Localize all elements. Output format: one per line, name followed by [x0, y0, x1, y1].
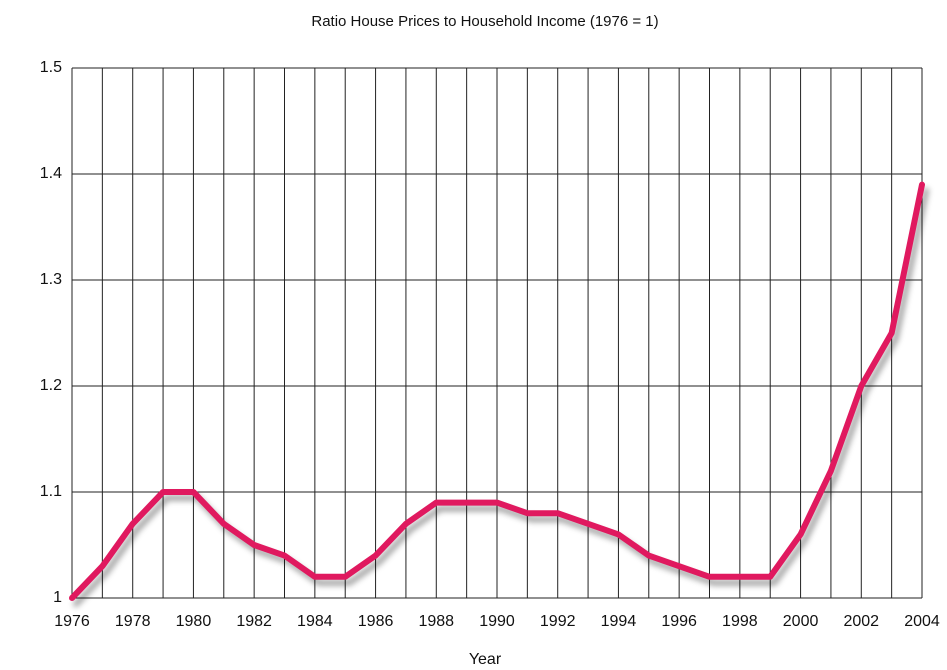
- x-tick-label: 1982: [236, 613, 272, 630]
- y-tick-label: 1.5: [40, 59, 62, 76]
- x-axis-label: Year: [469, 651, 502, 668]
- x-tick-label: 1986: [358, 613, 394, 630]
- chart-title: Ratio House Prices to Household Income (…: [311, 13, 658, 30]
- x-tick-label: 2002: [843, 613, 879, 630]
- x-tick-label: 2004: [904, 613, 940, 630]
- x-tick-label: 1992: [540, 613, 576, 630]
- data-line: [69, 181, 925, 601]
- y-tick-label: 1: [53, 589, 62, 606]
- x-tick-label: 1984: [297, 613, 333, 630]
- y-tick-label: 1.1: [40, 483, 62, 500]
- x-tick-label: 1976: [54, 613, 90, 630]
- x-tick-label: 1990: [479, 613, 515, 630]
- y-tick-label: 1.3: [40, 271, 62, 288]
- x-tick-label: 1980: [176, 613, 212, 630]
- x-tick-label: 2000: [783, 613, 819, 630]
- x-tick-label: 1978: [115, 613, 151, 630]
- y-tick-label: 1.2: [40, 377, 62, 394]
- x-tick-label: 1988: [418, 613, 454, 630]
- y-tick-label: 1.4: [40, 165, 62, 182]
- x-tick-label: 1998: [722, 613, 758, 630]
- x-tick-label: 1996: [661, 613, 697, 630]
- x-tick-label: 1994: [601, 613, 637, 630]
